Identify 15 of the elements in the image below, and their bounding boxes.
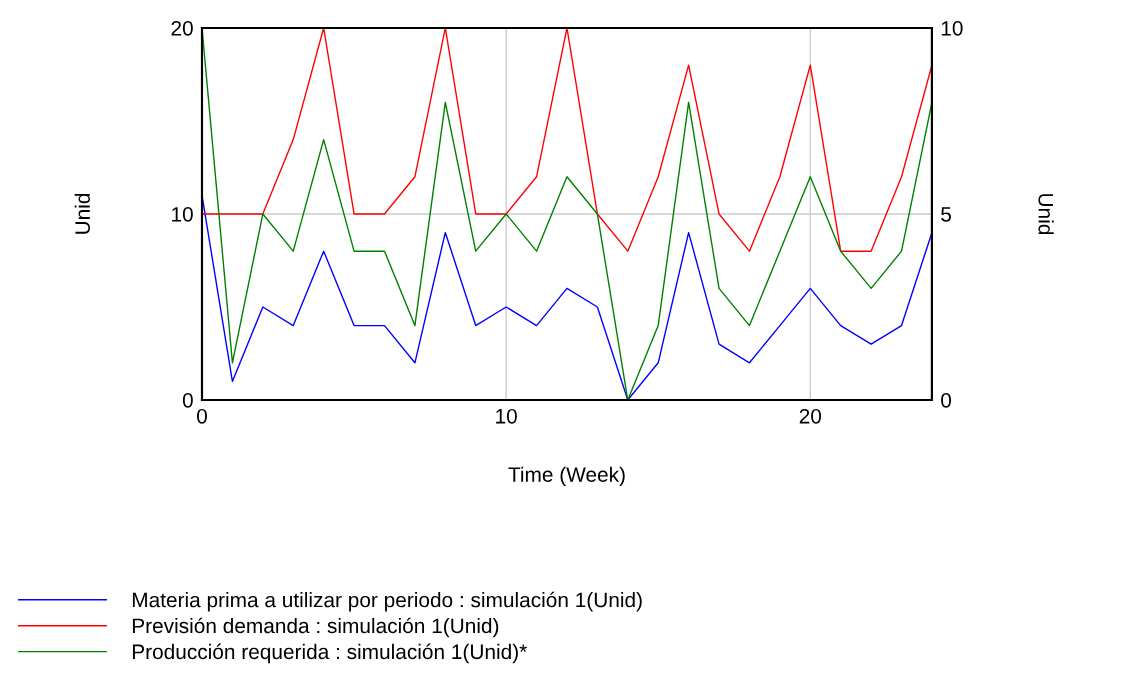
legend-label: Materia prima a utilizar por periodo : simulación 1(Unid)	[132, 591, 642, 612]
legend-label: Producción requerida : simulación 1(Unid)*	[132, 643, 527, 664]
y2-axis-title: Unid	[1038, 194, 1054, 235]
y2-tick-label: 0	[941, 392, 952, 408]
x-tick-label: 20	[799, 408, 822, 424]
y-tick-label: 10	[172, 206, 193, 222]
y-tick-label: 20	[171, 20, 193, 36]
x-axis-title: Time (Week)	[508, 466, 625, 487]
y-tick-label: 0	[182, 392, 193, 408]
legend-label: Previsión demanda : simulación 1(Unid)	[132, 617, 499, 638]
y-axis-title: Unid	[74, 193, 90, 234]
x-tick-label: 10	[496, 408, 517, 424]
x-tick-label: 0	[197, 408, 207, 424]
y2-tick-label: 5	[941, 207, 951, 222]
y2-tick-label: 10	[941, 20, 963, 36]
